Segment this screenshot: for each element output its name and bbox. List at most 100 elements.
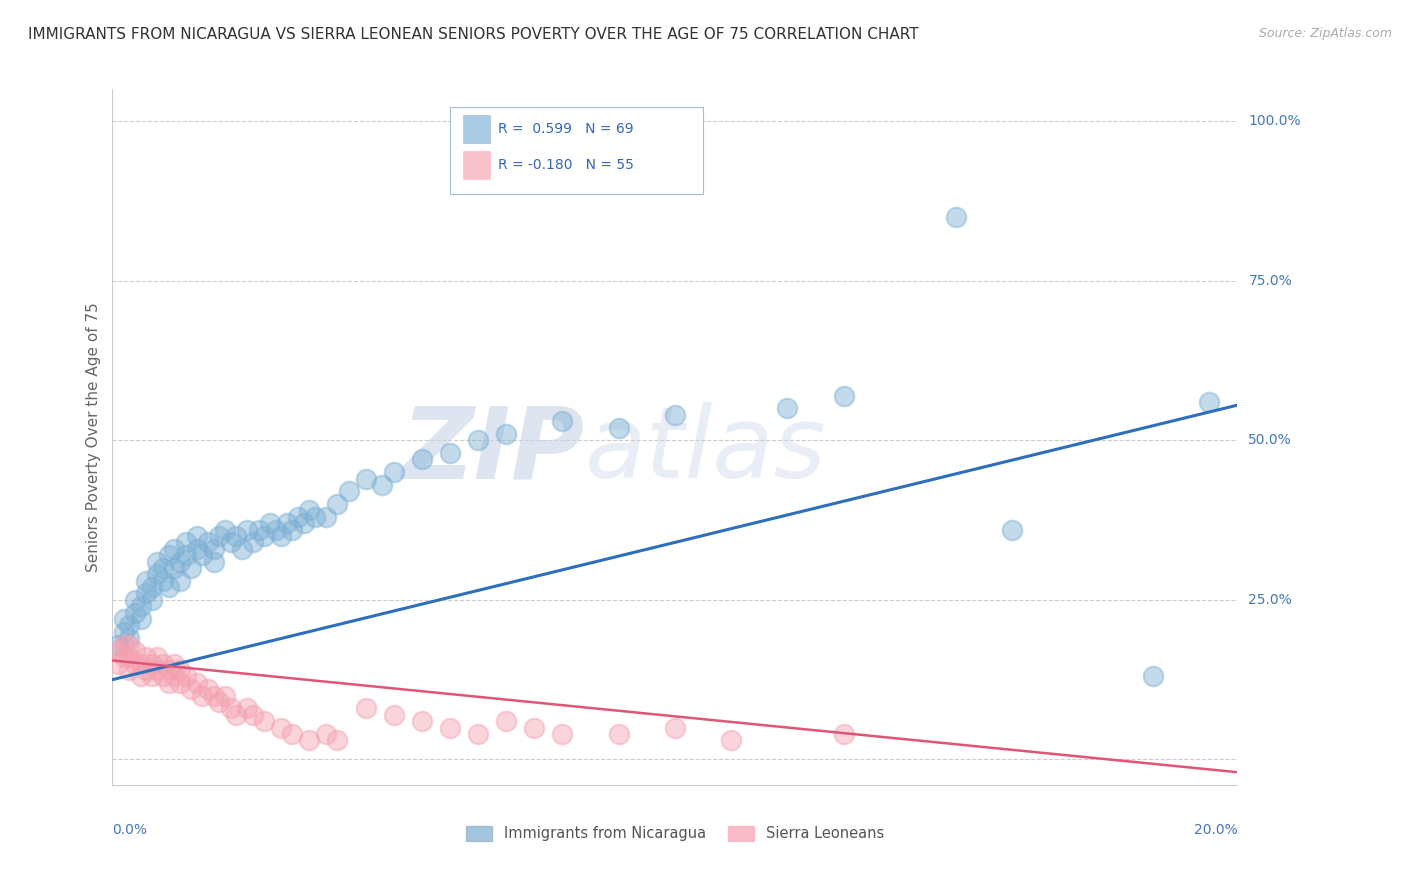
Text: IMMIGRANTS FROM NICARAGUA VS SIERRA LEONEAN SENIORS POVERTY OVER THE AGE OF 75 C: IMMIGRANTS FROM NICARAGUA VS SIERRA LEON… [28, 27, 918, 42]
Text: 50.0%: 50.0% [1249, 434, 1292, 447]
Point [225, 707, 247, 722]
Point [720, 733, 742, 747]
FancyBboxPatch shape [450, 106, 703, 194]
Point [107, 657, 129, 671]
Point [141, 592, 163, 607]
Point [202, 555, 225, 569]
Point [945, 210, 967, 224]
Point [382, 465, 405, 479]
Text: 100.0%: 100.0% [1249, 114, 1301, 128]
Point [152, 574, 174, 588]
Point [253, 714, 276, 728]
Point [152, 657, 174, 671]
Point [135, 650, 157, 665]
Point [264, 523, 287, 537]
Point [129, 612, 152, 626]
FancyBboxPatch shape [464, 115, 491, 143]
Point [551, 727, 574, 741]
Point [202, 541, 225, 556]
Text: R =  0.599   N = 69: R = 0.599 N = 69 [498, 122, 634, 136]
Point [124, 606, 146, 620]
Point [326, 733, 349, 747]
Text: atlas: atlas [585, 402, 827, 500]
Point [276, 516, 298, 531]
Point [219, 535, 242, 549]
Point [118, 650, 141, 665]
Point [1001, 523, 1024, 537]
Point [315, 509, 337, 524]
Point [135, 586, 157, 600]
Point [163, 561, 186, 575]
Point [186, 676, 208, 690]
Point [135, 574, 157, 588]
Point [439, 721, 461, 735]
Point [411, 452, 433, 467]
Point [270, 529, 292, 543]
Point [287, 509, 309, 524]
Point [163, 657, 186, 671]
Text: R = -0.180   N = 55: R = -0.180 N = 55 [498, 158, 634, 172]
Point [129, 599, 152, 614]
Point [197, 535, 219, 549]
Point [326, 497, 349, 511]
Point [169, 663, 191, 677]
Point [174, 535, 197, 549]
Point [163, 541, 186, 556]
Point [219, 701, 242, 715]
Point [169, 555, 191, 569]
Point [607, 727, 630, 741]
Point [152, 561, 174, 575]
Point [298, 733, 321, 747]
Point [157, 676, 180, 690]
Point [495, 714, 517, 728]
Point [141, 580, 163, 594]
Point [236, 523, 259, 537]
Point [118, 631, 141, 645]
Point [202, 689, 225, 703]
Point [832, 388, 855, 402]
Point [1142, 669, 1164, 683]
Point [607, 420, 630, 434]
Point [354, 701, 377, 715]
Point [214, 689, 236, 703]
Point [467, 727, 489, 741]
Point [242, 535, 264, 549]
Point [231, 541, 253, 556]
Text: ZIP: ZIP [402, 402, 585, 500]
Point [382, 707, 405, 722]
Point [135, 663, 157, 677]
Point [298, 503, 321, 517]
Point [270, 721, 292, 735]
Point [467, 434, 489, 448]
Legend: Immigrants from Nicaragua, Sierra Leoneans: Immigrants from Nicaragua, Sierra Leonea… [460, 820, 890, 847]
Point [315, 727, 337, 741]
Point [174, 548, 197, 562]
Point [236, 701, 259, 715]
Point [118, 618, 141, 632]
Point [124, 657, 146, 671]
Point [247, 523, 270, 537]
Point [523, 721, 546, 735]
Point [141, 669, 163, 683]
Point [174, 669, 197, 683]
Point [129, 657, 152, 671]
Point [146, 663, 169, 677]
Point [281, 727, 304, 741]
Point [259, 516, 281, 531]
Point [411, 714, 433, 728]
Point [112, 612, 135, 626]
Point [169, 574, 191, 588]
Point [141, 657, 163, 671]
Point [157, 548, 180, 562]
Point [118, 638, 141, 652]
Text: 25.0%: 25.0% [1249, 593, 1292, 607]
Point [664, 408, 686, 422]
Point [180, 561, 202, 575]
Point [1198, 395, 1220, 409]
Point [664, 721, 686, 735]
Point [242, 707, 264, 722]
Point [124, 644, 146, 658]
Point [371, 478, 394, 492]
Y-axis label: Seniors Poverty Over the Age of 75: Seniors Poverty Over the Age of 75 [86, 302, 101, 572]
Point [337, 484, 360, 499]
